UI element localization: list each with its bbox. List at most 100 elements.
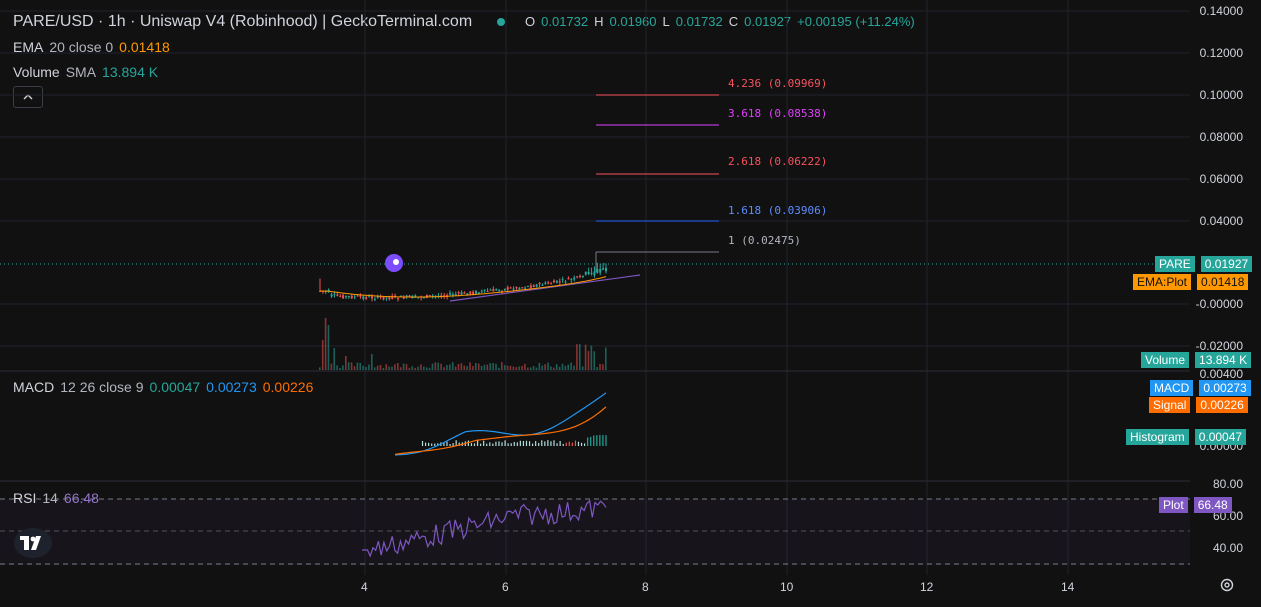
macd-histogram-bar — [516, 442, 518, 446]
candle-body — [376, 295, 379, 298]
volume-bar — [420, 364, 422, 370]
macd-tag: MACD 0.00273 — [1150, 380, 1251, 396]
candle-body — [553, 280, 555, 283]
candle-body — [567, 278, 570, 280]
macd-histogram-bar — [486, 443, 488, 446]
volume-bar — [483, 364, 486, 370]
volume-bars[interactable] — [319, 318, 607, 370]
main-chart[interactable] — [0, 0, 1190, 575]
candle-body — [394, 295, 397, 297]
macd-histogram-bar — [458, 442, 460, 446]
volume-bar — [518, 366, 520, 370]
macd-histogram-bar — [559, 440, 561, 446]
volume-bar — [330, 363, 333, 370]
volume-price-tag: Volume 13.894 K — [1141, 352, 1252, 368]
trend-line[interactable] — [449, 274, 641, 302]
macd-legend[interactable]: MACD 12 26 close 9 0.00047 0.00273 0.002… — [13, 379, 313, 395]
price-axis-label: 0.10000 — [1199, 88, 1243, 102]
macd-histogram-bar — [593, 435, 595, 446]
candle-body — [373, 298, 376, 300]
volume-bar — [564, 365, 567, 370]
candle-body — [399, 295, 402, 297]
candle-body — [368, 296, 371, 298]
candle-body — [365, 297, 368, 299]
volume-bar — [399, 367, 402, 370]
macd-histogram-bar — [473, 443, 476, 446]
volume-legend[interactable]: Volume SMA 13.894 K — [13, 64, 158, 80]
candle-body — [518, 287, 521, 290]
macd-histogram-bar — [467, 440, 469, 446]
settings-gear-icon[interactable] — [1219, 577, 1235, 593]
candle-body — [342, 295, 345, 299]
candle-body — [593, 271, 596, 276]
macd-histogram-bar — [535, 441, 537, 446]
macd-histogram-bar — [455, 440, 457, 446]
volume-bar — [417, 366, 419, 370]
volume-bar — [567, 364, 570, 370]
tradingview-logo[interactable] — [14, 528, 52, 558]
volume-bar — [521, 365, 523, 370]
macd-histogram-bar — [574, 440, 577, 446]
candle-body — [460, 292, 463, 295]
fib-label-2618: 2.618 (0.06222) — [728, 155, 828, 168]
volume-bar — [550, 366, 552, 370]
rsi-axis-label: 40.00 — [1212, 541, 1243, 555]
ema-legend-label: EMA — [13, 39, 44, 55]
volume-bar — [527, 367, 529, 370]
macd-histogram-bar — [470, 443, 473, 446]
chart-title-row: PARE/USD · 1h · Uniswap V4 (Robinhood) |… — [13, 13, 472, 31]
candle-body — [547, 282, 550, 284]
ohlc-high-label: H — [594, 14, 604, 29]
candle-body — [414, 295, 417, 298]
volume-bar — [454, 366, 457, 370]
fib-extension[interactable] — [595, 94, 719, 272]
volume-bar — [425, 367, 428, 370]
candle-body — [333, 294, 336, 296]
candle-body — [454, 294, 457, 296]
candle-body — [350, 295, 353, 299]
price-axis-label: 0.12000 — [1199, 46, 1243, 60]
volume-bar — [602, 364, 604, 370]
ohlc-high-value: 0.01960 — [609, 14, 657, 29]
macd-line[interactable] — [394, 392, 607, 456]
volume-bar — [553, 367, 555, 370]
volume-bar — [561, 363, 564, 370]
volume-bar — [472, 366, 474, 370]
volume-bar — [324, 318, 327, 370]
volume-bar — [414, 367, 416, 370]
ohlc-low-label: L — [662, 14, 670, 29]
volume-bar — [503, 365, 506, 370]
time-axis-label: 12 — [920, 580, 934, 594]
macd-signal-line[interactable] — [394, 406, 607, 455]
price-axis-label: 0.06000 — [1199, 172, 1243, 186]
candle-body — [495, 289, 498, 291]
ema-legend[interactable]: EMA 20 close 0 0.01418 — [13, 39, 170, 55]
volume-bar — [509, 365, 512, 370]
macd-histogram[interactable] — [421, 434, 607, 446]
rsi-legend[interactable]: RSI 14 66.48 — [13, 490, 99, 506]
macd-histogram-bar — [489, 442, 491, 446]
volume-bar — [391, 366, 393, 370]
ohlc-close-value: 0.01927 — [744, 14, 792, 29]
candle-body — [388, 297, 391, 300]
candle-body — [486, 290, 489, 292]
price-axis-label: 0.04000 — [1199, 214, 1243, 228]
rsi-line[interactable] — [362, 499, 607, 558]
candle-body — [477, 292, 480, 294]
time-axis-label: 4 — [361, 580, 368, 594]
macd-histogram-bar — [602, 435, 604, 446]
ema-legend-params: 20 close 0 — [49, 39, 114, 55]
candle-body — [527, 285, 529, 287]
candle-body — [529, 285, 532, 288]
ohlc-open-value: 0.01732 — [541, 14, 589, 29]
volume-bar — [353, 366, 356, 370]
ema-line[interactable] — [320, 276, 607, 298]
macd-histogram-bar — [424, 442, 427, 446]
signal-tag: Signal 0.00226 — [1149, 397, 1248, 413]
macd-histogram-bar — [538, 442, 540, 446]
fib-label-3618: 3.618 (0.08538) — [728, 107, 828, 120]
volume-bar — [547, 362, 549, 370]
volume-bar — [411, 366, 414, 370]
candle-body — [382, 296, 385, 300]
macd-histogram-bar — [501, 442, 503, 446]
